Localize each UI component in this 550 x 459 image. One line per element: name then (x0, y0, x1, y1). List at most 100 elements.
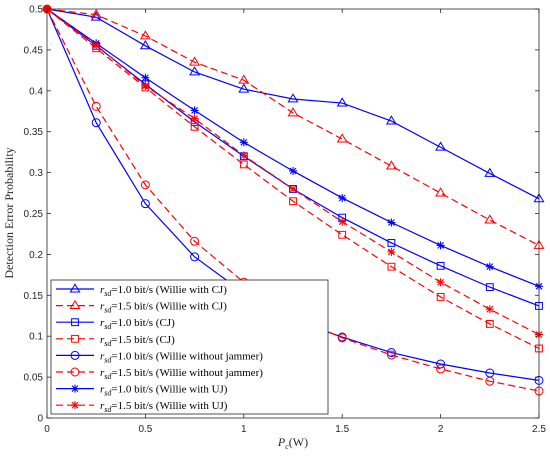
y-axis-label: Detection Error Probability (2, 147, 16, 278)
legend-box (50, 279, 329, 415)
data-point-circle (436, 359, 446, 369)
legend-label: rsd=1.0 bit/s (Willie with CJ) (100, 284, 227, 298)
data-point-circle (190, 252, 200, 262)
data-point-asterisk (239, 151, 248, 160)
legend-label: rsd=1.0 bit/s (Willie with UJ) (100, 384, 228, 398)
data-point-triangle (385, 160, 397, 170)
data-point-triangle (69, 299, 81, 310)
legend-entry-6: rsd=1.5 bit/s (Willie without jammer) (56, 367, 263, 381)
data-point-triangle (336, 133, 348, 143)
data-point-square (436, 293, 445, 301)
data-point-triangle (189, 56, 201, 66)
data-point-circle (91, 118, 101, 128)
data-point-triangle (484, 167, 496, 177)
data-point-square (436, 261, 445, 270)
legend-label: rsd=1.5 bit/s (Willie with UJ) (100, 400, 228, 414)
data-point-triangle (435, 187, 447, 197)
data-point-circle (70, 367, 80, 377)
series-4 (46, 8, 543, 353)
legend-entry-7: rsd=1.0 bit/s (Willie with UJ) (56, 384, 228, 398)
data-point-asterisk (289, 184, 297, 193)
data-point-asterisk (141, 73, 150, 82)
y-tick-label: 0.5 (29, 5, 43, 16)
y-tick-label: 0.15 (24, 291, 44, 302)
y-tick-label: 0.1 (29, 332, 43, 343)
data-point-asterisk (190, 114, 199, 123)
y-tick-label: 0 (37, 414, 43, 425)
data-point-asterisk (387, 218, 396, 227)
data-point-circle (485, 376, 495, 386)
data-point-triangle (435, 141, 447, 151)
data-point-triangle (90, 11, 102, 21)
series-line (46, 8, 540, 350)
data-point-square (485, 283, 494, 292)
data-point-square (71, 334, 79, 343)
plot-frame (46, 8, 540, 419)
data-point-triangle (238, 83, 250, 93)
data-point-asterisk (387, 247, 396, 256)
y-tick-label: 0.05 (24, 373, 44, 384)
data-point-asterisk (338, 217, 347, 226)
x-axis-label: Pc(W) (277, 435, 308, 451)
legend-entry-8: rsd=1.5 bit/s (Willie with UJ) (56, 400, 228, 414)
y-tick-label: 0.45 (24, 45, 44, 56)
x-tick-label: 1.5 (335, 424, 349, 435)
data-point-circle (386, 348, 396, 358)
series-8 (46, 8, 543, 339)
data-point-circle (140, 199, 150, 209)
legend-entry-1: rsd=1.0 bit/s (Willie with CJ) (56, 283, 227, 298)
data-point-square (289, 197, 297, 206)
data-point-asterisk (289, 166, 297, 175)
data-point-triangle (238, 74, 250, 84)
x-tick-label: 0 (44, 424, 50, 435)
data-point-triangle (139, 30, 151, 40)
data-point-square (239, 160, 248, 169)
data-point-square (190, 122, 199, 131)
data-point-square (387, 239, 396, 247)
data-point-asterisk (190, 106, 199, 115)
data-point-triangle (189, 66, 201, 76)
y-tick-label: 0.25 (24, 209, 44, 220)
legend: rsd=1.0 bit/s (Willie with CJ) rsd=1.5 bi… (50, 279, 329, 415)
x-tick-label: 2.5 (532, 424, 546, 435)
data-point-circle (436, 364, 446, 374)
data-point-square (338, 230, 347, 239)
x-axis-label-symbol: P (277, 435, 286, 449)
legend-label: rsd=1.5 bit/s (Willie with CJ) (100, 301, 227, 315)
x-axis-label-unit: (W) (289, 435, 308, 449)
x-tick-label: 0.5 (138, 424, 152, 435)
y-tick-label: 0.2 (29, 250, 43, 261)
data-point-asterisk (71, 384, 79, 393)
series-line (46, 8, 540, 336)
legend-entry-4: rsd=1.5 bit/s (CJ) (56, 334, 175, 348)
data-point-circle (386, 350, 396, 360)
data-point-square (387, 262, 396, 271)
data-point-asterisk (338, 193, 347, 202)
x-tick-label: 2 (438, 424, 444, 435)
data-point-triangle (287, 107, 299, 117)
y-tick-label: 0.4 (29, 86, 43, 97)
data-point-asterisk (436, 278, 445, 287)
data-point-triangle (139, 40, 151, 50)
x-axis-label-subscript: c (285, 442, 289, 451)
x-tick-label: 1 (241, 424, 247, 435)
data-point-circle (337, 333, 347, 343)
data-point-asterisk (436, 241, 445, 250)
axis-ticks: 0 0.5 1 1.5 2 2.5 0 0.05 0.1 0.15 0.2 0.25 0.3 0.35 0.… (24, 5, 547, 436)
data-point-triangle (287, 93, 299, 103)
data-point-triangle (336, 97, 348, 107)
data-point-square (71, 318, 79, 327)
data-point-asterisk (485, 262, 494, 271)
series-line (46, 8, 540, 246)
data-point-triangle (484, 214, 496, 224)
data-point-asterisk (485, 305, 494, 314)
y-tick-label: 0.35 (24, 127, 44, 138)
legend-entry-3: rsd=1.0 bit/s (CJ) (56, 317, 175, 331)
legend-label: rsd=1.5 bit/s (CJ) (100, 334, 175, 348)
y-tick-label: 0.3 (29, 168, 43, 179)
series-2 (46, 8, 545, 249)
legend-entry-5: rsd=1.0 bit/s (Willie without jammer) (56, 350, 263, 364)
data-point-circle (91, 101, 101, 111)
series-line (46, 8, 540, 200)
